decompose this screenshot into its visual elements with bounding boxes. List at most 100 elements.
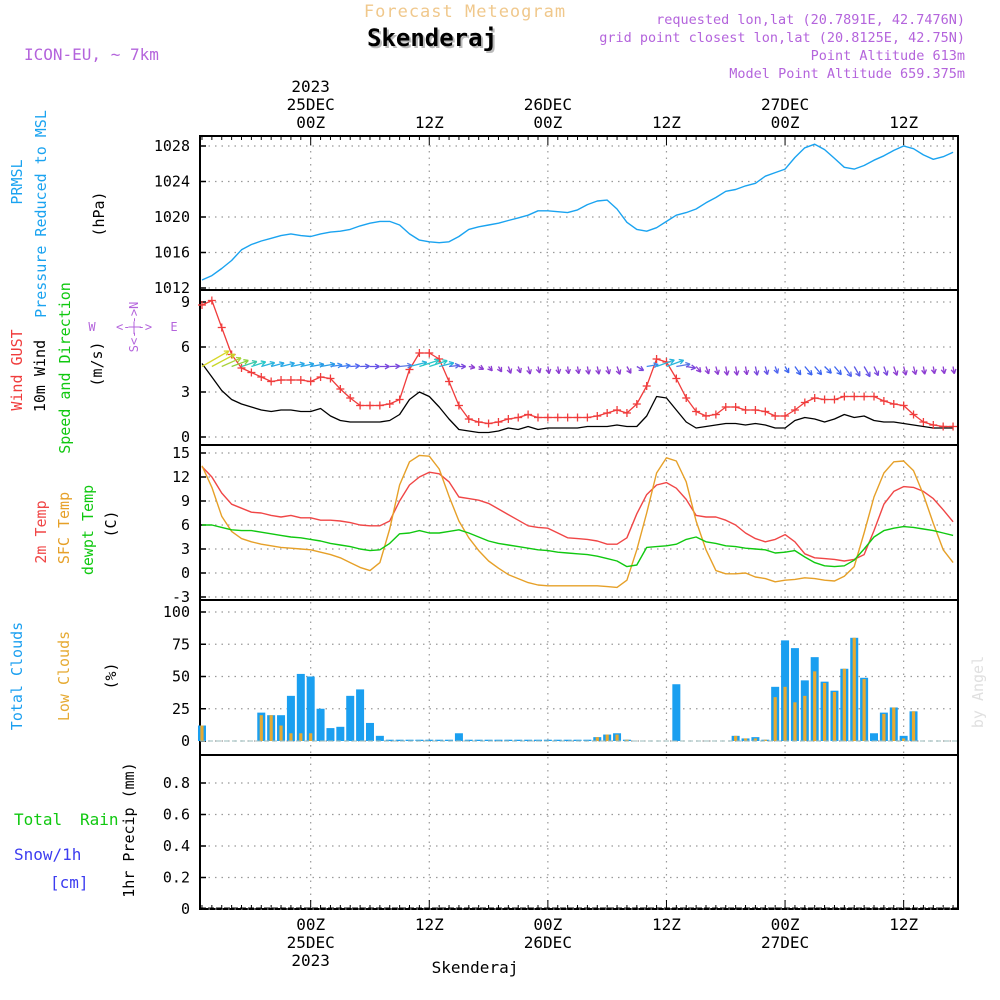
gust-marker — [326, 374, 335, 383]
arrow-head — [395, 363, 401, 367]
arrow-shaft — [201, 350, 230, 368]
arrow-head — [261, 361, 267, 366]
wind-direction-arrow — [478, 364, 485, 370]
wind-direction-arrow — [714, 366, 720, 376]
arrow-head — [795, 371, 801, 376]
arrow-head — [529, 369, 532, 375]
gust-marker — [316, 373, 325, 381]
gust-marker — [296, 376, 305, 384]
arrow-head — [434, 359, 440, 365]
wind-direction-arrow — [723, 366, 730, 376]
arrow-shaft — [893, 366, 898, 376]
total-clouds-bar — [553, 739, 562, 741]
wind10m-label: 10m Wind — [31, 340, 49, 412]
wind-direction-arrow — [824, 366, 832, 374]
wind-direction-arrow — [241, 359, 258, 368]
temp-unit: (C) — [102, 510, 120, 537]
precip-axis-label: 1hr Precip (mm) — [120, 762, 138, 897]
arrow-shaft — [853, 366, 861, 377]
wind-direction-arrow — [743, 366, 750, 376]
gust-marker — [899, 401, 908, 410]
info-line-2: Point Altitude 613m — [811, 48, 965, 64]
wind-direction-arrow — [526, 366, 532, 375]
arrow-head — [516, 369, 521, 374]
total-clouds-bar — [336, 726, 345, 741]
arrow-head — [733, 371, 738, 376]
gust-marker — [464, 415, 473, 423]
top-time-label: 00Z — [533, 113, 562, 132]
total-clouds-bar — [405, 739, 414, 741]
wind-direction-arrow — [389, 363, 401, 370]
arrow-head — [736, 370, 740, 376]
low-clouds-label: Low Clouds — [55, 631, 73, 721]
arrow-head — [289, 361, 295, 364]
arrow-head — [784, 369, 790, 374]
low-clouds-bar — [753, 738, 758, 741]
arrow-head — [454, 362, 460, 366]
gust-marker — [454, 401, 463, 410]
arrow-head — [490, 365, 493, 371]
gust-marker — [751, 406, 760, 414]
precip-snow-unit: [cm] — [50, 873, 89, 892]
arrow-head — [766, 369, 770, 375]
wind-direction-arrow — [211, 353, 236, 368]
wind-direction-arrow — [940, 366, 947, 375]
total-clouds-bar — [365, 722, 374, 741]
gust-marker — [860, 392, 869, 401]
arrow-shaft — [804, 366, 813, 376]
arrow-shaft — [764, 366, 769, 375]
arrow-shaft — [912, 366, 917, 375]
arrow-head — [846, 373, 852, 378]
arrow-head — [329, 361, 336, 365]
low-clouds-bar — [299, 733, 303, 741]
gust-marker — [929, 421, 938, 429]
gust-marker — [781, 412, 790, 420]
arrow-head — [896, 370, 899, 376]
low-clouds-bar — [882, 713, 886, 741]
y-tick-label: 1016 — [154, 244, 190, 262]
arrow-head — [442, 359, 448, 362]
wind-direction-arrow — [911, 366, 918, 376]
arrow-head — [308, 361, 315, 365]
gust-marker — [267, 377, 276, 386]
y-tick-label: 3 — [181, 540, 190, 558]
info-line-1: grid point closest lon,lat (20.8125E, 42… — [599, 30, 965, 46]
arrow-shaft — [231, 359, 249, 368]
arrow-head — [364, 365, 370, 370]
arrow-head — [615, 370, 621, 375]
y-tick-label: 1020 — [154, 208, 190, 226]
wind-direction-arrow — [921, 366, 927, 375]
arrow-head — [940, 369, 945, 375]
clouds-unit: (%) — [102, 662, 120, 689]
arrow-shaft — [320, 363, 335, 368]
y-tick-label: 9 — [181, 293, 190, 311]
arrow-head — [763, 370, 768, 376]
arrow-head — [231, 353, 236, 359]
wind-direction-arrow — [330, 362, 343, 369]
total-clouds-bar — [296, 673, 305, 741]
gust-marker — [869, 392, 878, 401]
gust-marker — [613, 406, 622, 414]
gust-marker — [850, 392, 859, 401]
low-clouds-bar — [813, 671, 817, 741]
arrow-shaft — [735, 366, 738, 376]
total-clouds-label: Total Clouds — [8, 622, 26, 730]
gust-marker — [593, 412, 602, 420]
total-clouds-bar — [375, 735, 384, 741]
arrow-head — [244, 359, 249, 365]
y-tick-label: 25 — [172, 700, 190, 718]
compass-w: W — [88, 320, 96, 334]
gust-marker — [632, 400, 641, 408]
gust-marker — [435, 355, 444, 363]
gust-marker — [237, 364, 246, 372]
arrow-head — [374, 365, 380, 370]
y-tick-label: 0 — [181, 428, 190, 446]
gust-marker — [682, 394, 691, 402]
temp2m-line — [201, 466, 954, 562]
bottom-time-label: 25DEC — [287, 933, 335, 952]
wind-direction-arrow — [794, 366, 802, 376]
gust-marker — [622, 409, 631, 417]
total-clouds-bar — [790, 648, 799, 741]
wind-direction-arrow — [733, 366, 740, 376]
wind-direction-arrow — [833, 366, 842, 376]
